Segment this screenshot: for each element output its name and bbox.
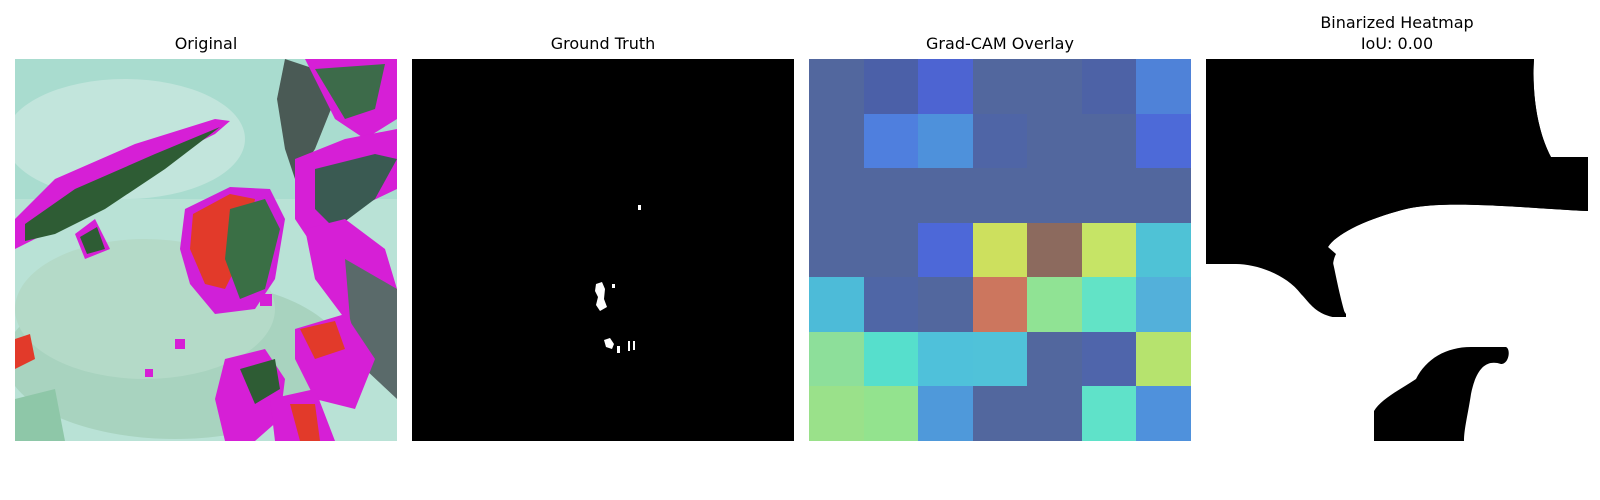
heatmap-cell [918, 114, 973, 168]
heatmap-cell [1082, 386, 1136, 441]
heatmap-cell [1027, 114, 1082, 168]
iou-score-label: IoU: 0.00 [1360, 34, 1434, 53]
heatmap-cell [973, 168, 1027, 223]
heatmap-cell [973, 59, 1027, 114]
gradcam-heatmap-grid [809, 59, 1191, 441]
heatmap-cell [918, 223, 973, 277]
heatmap-cell [864, 114, 918, 168]
heatmap-cell [918, 277, 973, 332]
heatmap-cell [1082, 168, 1136, 223]
heatmap-cell [973, 277, 1027, 332]
panel-original: Original [15, 0, 397, 500]
heatmap-cell [809, 386, 864, 441]
panel-ground-truth: Ground Truth [412, 0, 794, 500]
heatmap-cell [1136, 277, 1191, 332]
heatmap-cell [918, 332, 973, 386]
heatmap-cell [864, 386, 918, 441]
heatmap-cell [973, 332, 1027, 386]
panel-title: Original [174, 34, 238, 53]
panel-binarized-heatmap: Binarized Heatmap IoU: 0.00 [1206, 0, 1588, 500]
panel-title: Grad-CAM Overlay [926, 34, 1074, 53]
heatmap-cell [809, 114, 864, 168]
heatmap-cell [918, 59, 973, 114]
heatmap-cell [809, 59, 864, 114]
binarized-heatmap-image [1206, 59, 1588, 441]
heatmap-cell [973, 223, 1027, 277]
heatmap-cell [973, 114, 1027, 168]
heatmap-cell [864, 277, 918, 332]
heatmap-cell [918, 168, 973, 223]
heatmap-cell [1136, 386, 1191, 441]
heatmap-cell [1136, 59, 1191, 114]
heatmap-cell [1027, 223, 1082, 277]
heatmap-cell [1027, 277, 1082, 332]
heatmap-cell [864, 223, 918, 277]
heatmap-cell [1136, 223, 1191, 277]
heatmap-cell [1082, 59, 1136, 114]
heatmap-cell [973, 386, 1027, 441]
heatmap-cell [1082, 332, 1136, 386]
original-image [15, 59, 397, 441]
panel-title: Ground Truth [550, 34, 656, 53]
heatmap-cell [1027, 386, 1082, 441]
heatmap-cell [1082, 277, 1136, 332]
panel-title: Binarized Heatmap [1320, 13, 1474, 32]
heatmap-cell [809, 223, 864, 277]
heatmap-cell [809, 332, 864, 386]
heatmap-cell [1027, 59, 1082, 114]
heatmap-cell [864, 59, 918, 114]
heatmap-cell [1027, 168, 1082, 223]
heatmap-cell [1082, 223, 1136, 277]
heatmap-cell [864, 168, 918, 223]
heatmap-cell [809, 168, 864, 223]
heatmap-cell [864, 332, 918, 386]
heatmap-cell [1136, 114, 1191, 168]
panel-gradcam-overlay: Grad-CAM Overlay [809, 0, 1191, 500]
heatmap-cell [809, 277, 864, 332]
ground-truth-mask [412, 59, 794, 441]
heatmap-cell [1082, 114, 1136, 168]
heatmap-cell [1136, 168, 1191, 223]
heatmap-cell [1136, 332, 1191, 386]
heatmap-cell [1027, 332, 1082, 386]
heatmap-cell [918, 386, 973, 441]
